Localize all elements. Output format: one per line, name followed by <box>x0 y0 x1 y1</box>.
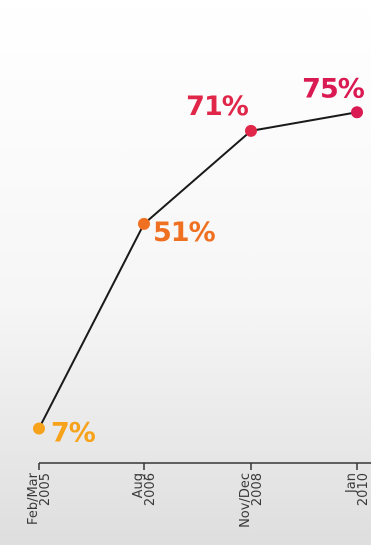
x-tick-label-line: Feb/Mar <box>26 472 41 525</box>
data-point-3 <box>245 124 257 137</box>
data-point-1 <box>33 422 45 435</box>
x-tick-labels: Feb/Mar2005 Aug2006 Nov/Dec2008 Jan2010 <box>26 472 371 528</box>
data-points <box>33 106 363 435</box>
x-tick-label-line: Nov/Dec <box>238 473 253 528</box>
x-tick-label-1: Feb/Mar2005 <box>26 472 53 525</box>
series-line <box>38 111 358 429</box>
x-tick-label-3: Nov/Dec2008 <box>238 473 265 528</box>
x-tick-label-2: Aug2006 <box>131 473 158 506</box>
x-tick-label-4: Jan2010 <box>344 473 371 506</box>
x-tick-label-text-1: Feb/Mar2005 <box>26 472 53 525</box>
series-line-group <box>38 111 358 429</box>
x-axis <box>38 462 371 470</box>
x-tick-label-text-4: Jan2010 <box>344 473 371 506</box>
data-label-3: 71% <box>186 91 249 122</box>
data-labels: 7% 51% 71% 75% <box>51 73 366 448</box>
x-tick-label-text-2: Aug2006 <box>131 473 158 506</box>
x-tick-label-line: Aug <box>131 473 146 498</box>
x-tick-label-line: 2008 <box>250 473 265 506</box>
x-tick-label-line: 2010 <box>356 473 371 506</box>
data-label-4: 75% <box>302 73 365 104</box>
x-tick-label-line: 2006 <box>143 473 158 506</box>
x-tick-label-line: Jan <box>344 473 359 494</box>
data-label-2: 51% <box>153 217 216 248</box>
x-tick-label-line: 2005 <box>38 473 53 506</box>
data-point-2 <box>138 217 150 230</box>
x-tick-label-text-3: Nov/Dec2008 <box>238 473 265 528</box>
data-label-1: 7% <box>51 417 96 448</box>
data-point-4 <box>351 106 363 119</box>
